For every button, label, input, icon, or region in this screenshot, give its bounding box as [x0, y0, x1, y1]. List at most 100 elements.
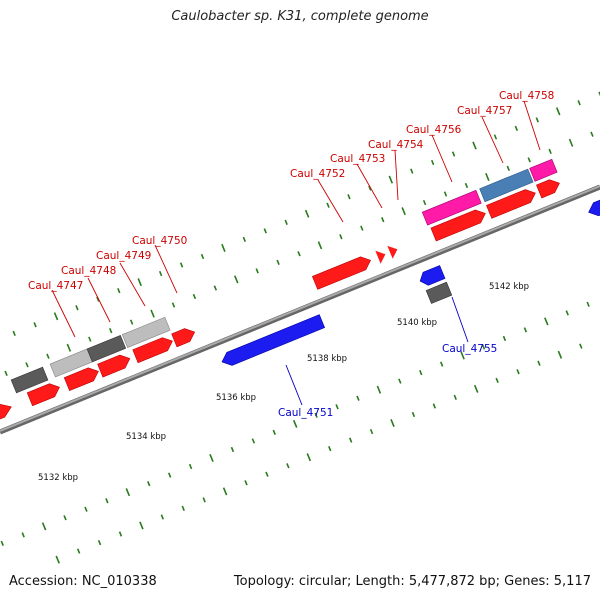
- feature-pink[interactable]: [421, 189, 482, 226]
- tick-mark: [493, 134, 498, 140]
- gene-caul-4758[interactable]: [536, 177, 562, 199]
- tick-mark: [381, 217, 385, 223]
- tick-mark: [213, 285, 218, 291]
- tick-mark: [506, 165, 510, 172]
- tick-mark: [443, 191, 448, 197]
- tick-mark: [401, 207, 406, 216]
- tick-mark: [137, 278, 142, 287]
- tick-mark: [360, 225, 364, 231]
- tick-mark: [495, 377, 499, 383]
- leader-line: [285, 364, 303, 406]
- gene-caul-4756[interactable]: [430, 207, 488, 242]
- gene-caul-4746[interactable]: [0, 400, 14, 429]
- tick-mark: [502, 335, 507, 342]
- tick-mark: [306, 453, 312, 462]
- gene-label[interactable]: Caul_4757: [457, 105, 512, 117]
- gene-caul-4746b[interactable]: [26, 381, 62, 407]
- tick-mark: [398, 378, 402, 384]
- gene-label[interactable]: Caul_4747: [28, 280, 83, 292]
- tick-mark: [369, 428, 374, 435]
- feature-dark-gray[interactable]: [86, 334, 127, 363]
- tick-mark: [41, 522, 47, 531]
- tick-mark: [451, 151, 456, 157]
- gene-label[interactable]: Caul_4753: [330, 153, 385, 165]
- backbone-highlight: [0, 185, 600, 432]
- leader-line: [481, 116, 504, 164]
- tick-mark: [356, 395, 360, 401]
- gene-label[interactable]: Caul_4751: [278, 407, 333, 419]
- tick-mark: [200, 253, 205, 260]
- feature-dark-gray[interactable]: [425, 281, 453, 304]
- gene-caul-4751[interactable]: [219, 314, 326, 369]
- gene-label[interactable]: Caul_4756: [406, 124, 462, 136]
- tick-mark: [63, 515, 67, 521]
- tick-mark: [314, 412, 318, 418]
- tick-mark: [390, 419, 395, 428]
- tick-mark: [326, 202, 330, 208]
- gene-caul-4749[interactable]: [97, 352, 133, 378]
- gene-caul-4757[interactable]: [486, 187, 538, 219]
- scale-label: 5138 kbp: [307, 354, 347, 364]
- tick-mark: [568, 138, 574, 147]
- tick-mark: [432, 403, 437, 409]
- tick-mark: [75, 305, 79, 311]
- leader-line: [317, 179, 344, 223]
- tick-mark: [150, 309, 155, 318]
- tick-mark: [53, 312, 59, 321]
- tick-mark: [411, 411, 416, 418]
- tick-mark: [368, 185, 372, 191]
- tick-mark: [0, 540, 4, 547]
- scale-label: 5140 kbp: [397, 318, 437, 328]
- tick-mark: [297, 251, 301, 257]
- tick-mark: [472, 141, 477, 150]
- tick-mark: [76, 548, 81, 554]
- tick-mark: [202, 497, 206, 503]
- tick-mark: [328, 446, 332, 452]
- feature-pink[interactable]: [529, 158, 558, 182]
- gene-label[interactable]: Caul_4758: [499, 90, 554, 102]
- tick-mark: [167, 472, 172, 478]
- feature-steel-blue[interactable]: [479, 168, 534, 203]
- tick-mark: [485, 172, 490, 181]
- leader-line: [356, 163, 383, 209]
- label-leaders: [51, 100, 541, 406]
- gene-caul-4759[interactable]: [586, 193, 600, 219]
- gene-label[interactable]: Caul_4749: [96, 250, 151, 262]
- gene-caul-4753[interactable]: [375, 248, 388, 264]
- gene-caul-4750[interactable]: [132, 335, 175, 364]
- tick-mark: [265, 471, 269, 477]
- gene-caul-4748[interactable]: [63, 365, 101, 392]
- tick-mark: [125, 488, 131, 497]
- tick-mark: [586, 301, 590, 307]
- gene-label[interactable]: Caul_4752: [290, 168, 345, 180]
- gene-label[interactable]: Caul_4750: [132, 235, 187, 247]
- gene-caul-4754[interactable]: [387, 243, 400, 259]
- tick-mark: [46, 353, 50, 359]
- tick-mark: [12, 330, 16, 336]
- tick-mark: [284, 219, 288, 225]
- tick-mark: [317, 241, 323, 250]
- gene-caul-4755[interactable]: [417, 265, 446, 288]
- gene-label[interactable]: Caul_4754: [368, 139, 424, 151]
- feature-dark-gray[interactable]: [10, 366, 49, 394]
- tick-mark: [577, 100, 581, 106]
- topology-text: Topology: circular; Length: 5,477,872 bp…: [233, 574, 591, 589]
- tick-mark: [557, 350, 563, 359]
- tick-mark: [263, 228, 267, 234]
- scale-label: 5136 kbp: [216, 393, 256, 403]
- gene-label[interactable]: Caul_4748: [61, 265, 116, 277]
- gene-caul-4752[interactable]: [311, 254, 373, 290]
- tick-mark: [234, 275, 239, 284]
- scale-labels: 5132 kbp 5134 kbp 5136 kbp 5138 kbp 5140…: [38, 282, 529, 483]
- tick-mark: [179, 262, 184, 268]
- tick-mark: [192, 293, 197, 300]
- tick-mark: [242, 236, 247, 243]
- leader-line: [523, 100, 541, 151]
- gene-caul-4750b[interactable]: [171, 326, 198, 348]
- tick-mark: [460, 351, 465, 360]
- tick-mark: [339, 234, 343, 240]
- gene-label[interactable]: Caul_4755: [442, 343, 497, 355]
- feature-light-gray[interactable]: [121, 316, 171, 348]
- tick-mark: [84, 506, 88, 512]
